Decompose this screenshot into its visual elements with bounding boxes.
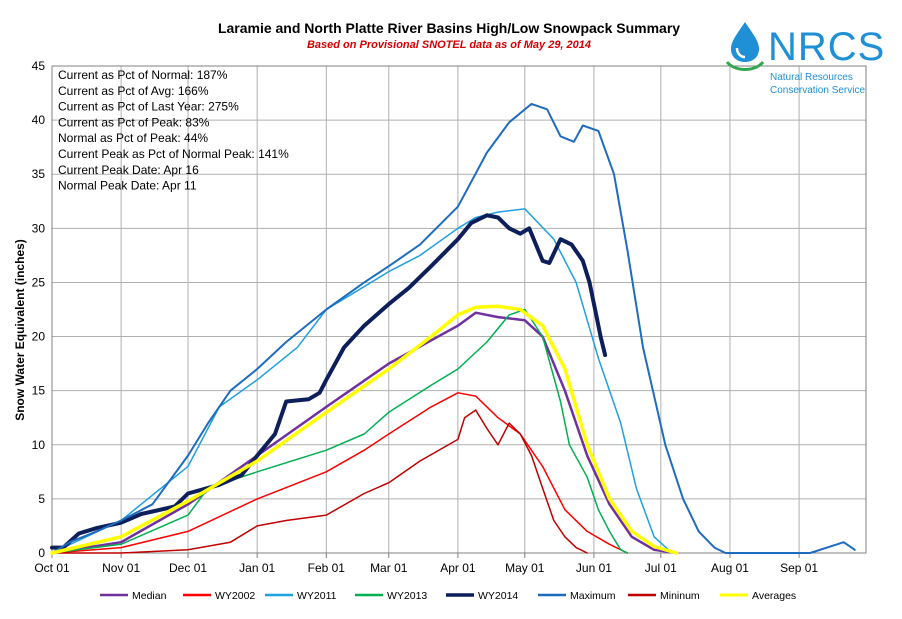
x-tick-label: Jan 01 — [239, 561, 275, 575]
stat-line: Normal as Pct of Peak: 44% — [58, 131, 208, 145]
stat-line: Current Peak Date: Apr 16 — [58, 163, 199, 177]
x-tick-label: Jul 01 — [645, 561, 677, 575]
x-tick-label: Feb 01 — [308, 561, 346, 575]
legend-label: Median — [132, 590, 167, 602]
y-tick-label: 45 — [32, 59, 46, 73]
y-tick-label: 25 — [32, 275, 46, 289]
legend-label: Maximum — [570, 590, 616, 602]
nrcs-logo: NRCS Natural Resources Conservation Serv… — [725, 22, 885, 96]
legend-label: WY2013 — [387, 590, 427, 602]
plot-frame — [51, 65, 867, 554]
y-tick-label: 35 — [32, 167, 46, 181]
y-tick-label: 5 — [38, 492, 45, 506]
series-line-wy2002 — [51, 392, 629, 554]
series-line-maximum — [51, 102, 856, 554]
legend-label: Mininum — [660, 590, 700, 602]
series-line-median — [50, 311, 678, 555]
chart-title: Laramie and North Platte River Basins Hi… — [218, 20, 680, 36]
series-line-mininum — [51, 409, 588, 554]
water-drop-icon — [725, 22, 765, 71]
stat-line: Current Peak as Pct of Normal Peak: 141% — [58, 147, 289, 161]
legend-label: Averages — [752, 590, 796, 602]
legend: Median WY2002 WY2011 WY2013 WY2014 Maximum Min… — [100, 590, 796, 602]
stat-line: Normal Peak Date: Apr 11 — [58, 179, 197, 193]
stat-line: Current as Pct of Last Year: 275% — [58, 100, 239, 114]
stat-line: Current as Pct of Peak: 83% — [58, 115, 210, 129]
stat-line: Current as Pct of Normal: 187% — [58, 68, 228, 82]
y-axis-label: Snow Water Equivalent (inches) — [13, 239, 27, 421]
chart-subtitle: Based on Provisional SNOTEL data as of M… — [307, 39, 591, 51]
legend-label: WY2014 — [478, 590, 518, 602]
logo-line1: Natural Resources — [770, 72, 853, 83]
x-axis: Oct 01 Nov 01 Dec 01 Jan 01 Feb 01 Mar 01 Apr … — [34, 553, 818, 575]
x-tick-label: Aug 01 — [711, 561, 749, 575]
y-tick-label: 40 — [32, 113, 46, 127]
y-axis: 0 5 10 15 20 25 30 35 40 45 — [32, 59, 46, 560]
y-tick-label: 20 — [32, 330, 46, 344]
logo-line2: Conservation Service — [770, 85, 865, 96]
legend-label: WY2011 — [297, 590, 337, 602]
x-tick-label: Sep 01 — [780, 561, 818, 575]
x-tick-label: Mar 01 — [370, 561, 408, 575]
y-tick-label: 15 — [32, 384, 46, 398]
y-tick-label: 0 — [38, 546, 45, 560]
stats-annotations: Current as Pct of Normal: 187% Current as… — [58, 68, 289, 193]
x-tick-label: Nov 01 — [102, 561, 140, 575]
x-tick-label: Apr 01 — [440, 561, 476, 575]
series-line-wy2011 — [51, 208, 673, 554]
y-tick-label: 30 — [32, 221, 46, 235]
x-tick-label: Oct 01 — [34, 561, 70, 575]
legend-label: WY2002 — [215, 590, 255, 602]
series-lines — [50, 102, 856, 555]
series-line-averages — [50, 304, 679, 555]
y-tick-label: 10 — [32, 438, 46, 452]
x-tick-label: Dec 01 — [169, 561, 207, 575]
logo-name: NRCS — [768, 25, 885, 69]
x-tick-label: May 01 — [505, 561, 545, 575]
x-tick-label: Jun 01 — [576, 561, 612, 575]
stat-line: Current as Pct of Avg: 166% — [58, 84, 209, 98]
